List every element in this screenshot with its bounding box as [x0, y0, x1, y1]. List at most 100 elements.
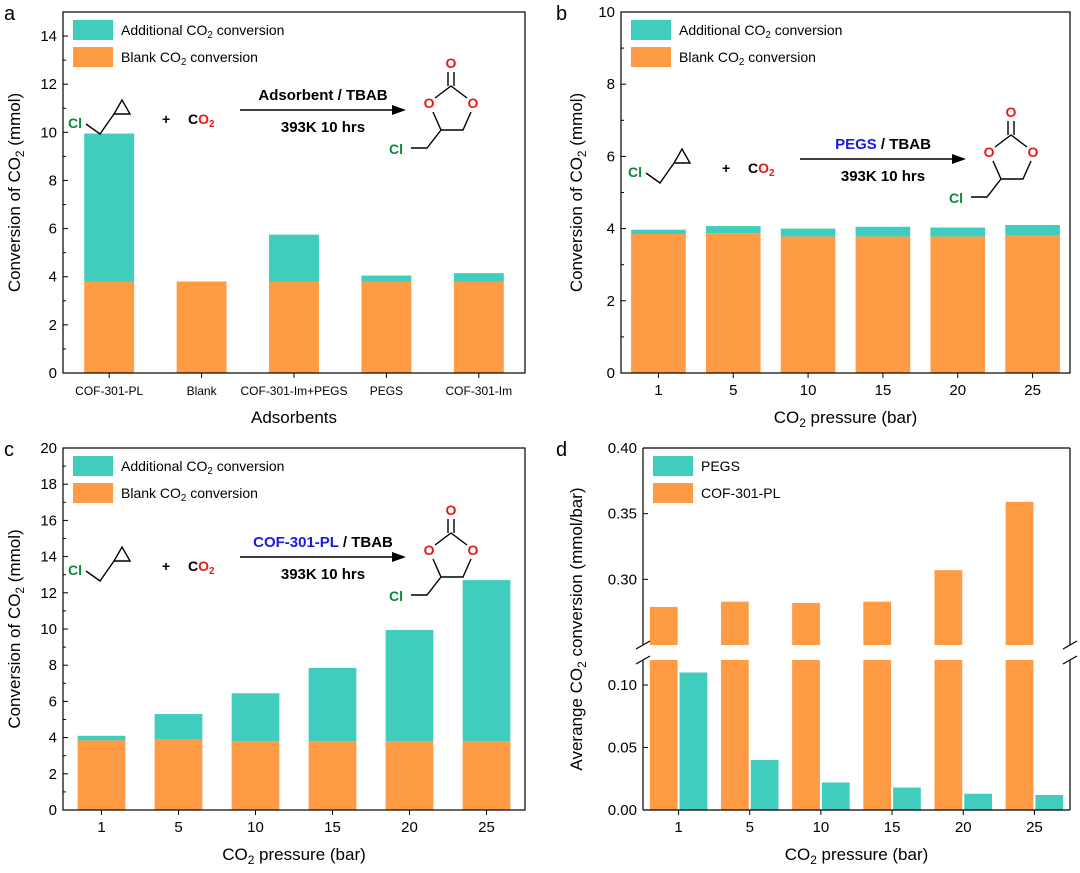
chlorine-atom: Cl: [628, 164, 642, 180]
bar-blank-Blank: [176, 281, 227, 373]
xtick-label: 10: [813, 819, 830, 836]
bar-additional-25: [1005, 224, 1060, 236]
bar-cof-lower-5: [720, 660, 749, 810]
bar-blank-15: [308, 741, 357, 810]
xtick-label: 25: [478, 819, 495, 836]
ring-bond-top: [434, 85, 468, 99]
carbonyl-oxygen: O: [446, 502, 457, 518]
x-axis-label: CO2 pressure (bar): [785, 845, 929, 867]
xtick-label: COF-301-PL: [75, 384, 143, 398]
ytick-label: 0: [49, 802, 57, 819]
legend-label-blank: Blank CO2 conversion: [121, 485, 258, 504]
bar-pegs-5: [750, 760, 779, 810]
panel-letter-a: a: [4, 3, 16, 25]
ytick-label: 2: [607, 293, 615, 310]
x-axis-label: CO2 pressure (bar): [774, 408, 918, 430]
conditions-label: 393K 10 hrs: [841, 168, 925, 185]
bar-blank-COF-301-Im: [453, 281, 504, 373]
reaction-scheme: Cl + CO2 Adsorbent / TBAB 393K 10 hrs O O O Cl: [68, 55, 479, 157]
xtick-label: PEGS: [370, 384, 403, 398]
break-mark: [1062, 640, 1078, 650]
ytick-label: 14: [40, 28, 57, 45]
epichlorohydrin: Cl: [68, 545, 132, 582]
bar-cof-upper-25: [1005, 501, 1034, 645]
y-axis-label: Averange CO2 conversion (mmol/bar): [567, 487, 589, 770]
bar-additional-COF-301-Im: [453, 273, 504, 282]
bar-additional-10: [231, 693, 280, 742]
bar-blank-COF-301-Im+PEGS: [269, 281, 319, 373]
ring-bond-bottom: [432, 558, 472, 578]
bar-additional-1: [77, 735, 126, 741]
xtick-label: 10: [247, 819, 264, 836]
arrow-head: [392, 552, 406, 562]
xtick-label: 15: [875, 382, 892, 399]
ytick-label: 4: [49, 730, 57, 747]
bar-blank-5: [154, 739, 203, 810]
panel-a: COF-301-PL Blank COF-301-Im+PEGS PEGS COF-30…: [5, 11, 526, 427]
bar-blank-5: [705, 233, 761, 373]
xtick-label: 5: [174, 819, 182, 836]
xtick-label: 25: [1024, 382, 1041, 399]
bar-blank-15: [855, 236, 911, 373]
break-mark: [1062, 655, 1078, 665]
break-mark: [635, 640, 651, 650]
legend-label-blank: Blank CO2 conversion: [121, 49, 258, 68]
ring-oxygen-left: O: [984, 144, 995, 160]
ring-oxygen-right: O: [468, 95, 479, 111]
legend-label-pegs: PEGS: [701, 458, 740, 474]
bar-cof-lower-20: [934, 660, 963, 810]
ring-oxygen-left: O: [424, 542, 435, 558]
bar-additional-10: [780, 228, 836, 237]
bar-additional-15: [855, 226, 911, 237]
xtick-label: 5: [746, 819, 754, 836]
bar-cof-upper-1: [649, 606, 678, 645]
ytick-label: 0: [49, 365, 57, 382]
ring-bond-bottom: [992, 160, 1032, 180]
axis-break-gap: [642, 645, 1071, 660]
conditions-label: 393K 10 hrs: [281, 119, 365, 136]
epichlorohydrin: Cl: [628, 147, 692, 184]
xtick-label: COF-301-Im: [445, 384, 512, 398]
legend-label-additional: Additional CO2 conversion: [121, 22, 284, 41]
reaction-scheme: Cl + CO2 COF-301-PL / TBAB 393K 10 hrs O O O Cl: [68, 502, 479, 604]
legend-label-blank: Blank CO2 conversion: [679, 49, 816, 68]
y-axis-label: Conversion of CO2 (mmol): [5, 529, 27, 728]
ring-oxygen-left: O: [424, 95, 435, 111]
conditions-label: 393K 10 hrs: [281, 566, 365, 583]
legend-swatch-blank: [73, 483, 113, 503]
panel-letter-c: c: [4, 439, 14, 461]
ytick-label: 14: [40, 549, 57, 566]
ytick-label: 12: [40, 585, 57, 602]
ytick-label: 2: [49, 317, 57, 334]
catalyst-label: COF-301-PL / TBAB: [253, 534, 393, 551]
bar-additional-20: [385, 629, 434, 742]
xtick-label: 10: [800, 382, 817, 399]
bar-cof-lower-25: [1005, 660, 1034, 810]
xtick-label: 1: [674, 819, 682, 836]
bar-pegs-10: [821, 782, 850, 810]
chloromethyl-bond: [411, 576, 442, 596]
co2-formula: CO2: [188, 111, 215, 130]
product-chlorine: Cl: [389, 588, 403, 604]
ytick-label: 8: [607, 76, 615, 93]
ytick-label: 0: [607, 365, 615, 382]
ytick-label: 0.30: [608, 571, 637, 588]
epoxide-bonds: [85, 560, 115, 582]
bar-cof-upper-15: [863, 601, 892, 645]
bar-blank-1: [631, 234, 686, 373]
cyclic-carbonate: O O O Cl: [389, 55, 479, 157]
panel-letter-d: d: [556, 439, 567, 461]
y-axis-label: Conversion of CO2 (mmol): [5, 93, 27, 292]
epoxide-ring: [112, 545, 132, 562]
panel-letter-b: b: [556, 3, 567, 25]
xtick-label: 5: [729, 382, 737, 399]
x-axis-label: CO2 pressure (bar): [222, 845, 366, 867]
panel-d: 1 5 10 15 20 250.000.050.100.300.350.40PEGSCO…: [567, 440, 1078, 867]
epichlorohydrin: Cl: [68, 98, 132, 135]
chloromethyl-bond: [971, 178, 1002, 198]
ytick-label: 0.10: [608, 677, 637, 694]
catalyst-label: Adsorbent / TBAB: [258, 87, 387, 104]
bar-cof-lower-1: [649, 660, 678, 810]
co2-formula: CO2: [748, 160, 775, 179]
